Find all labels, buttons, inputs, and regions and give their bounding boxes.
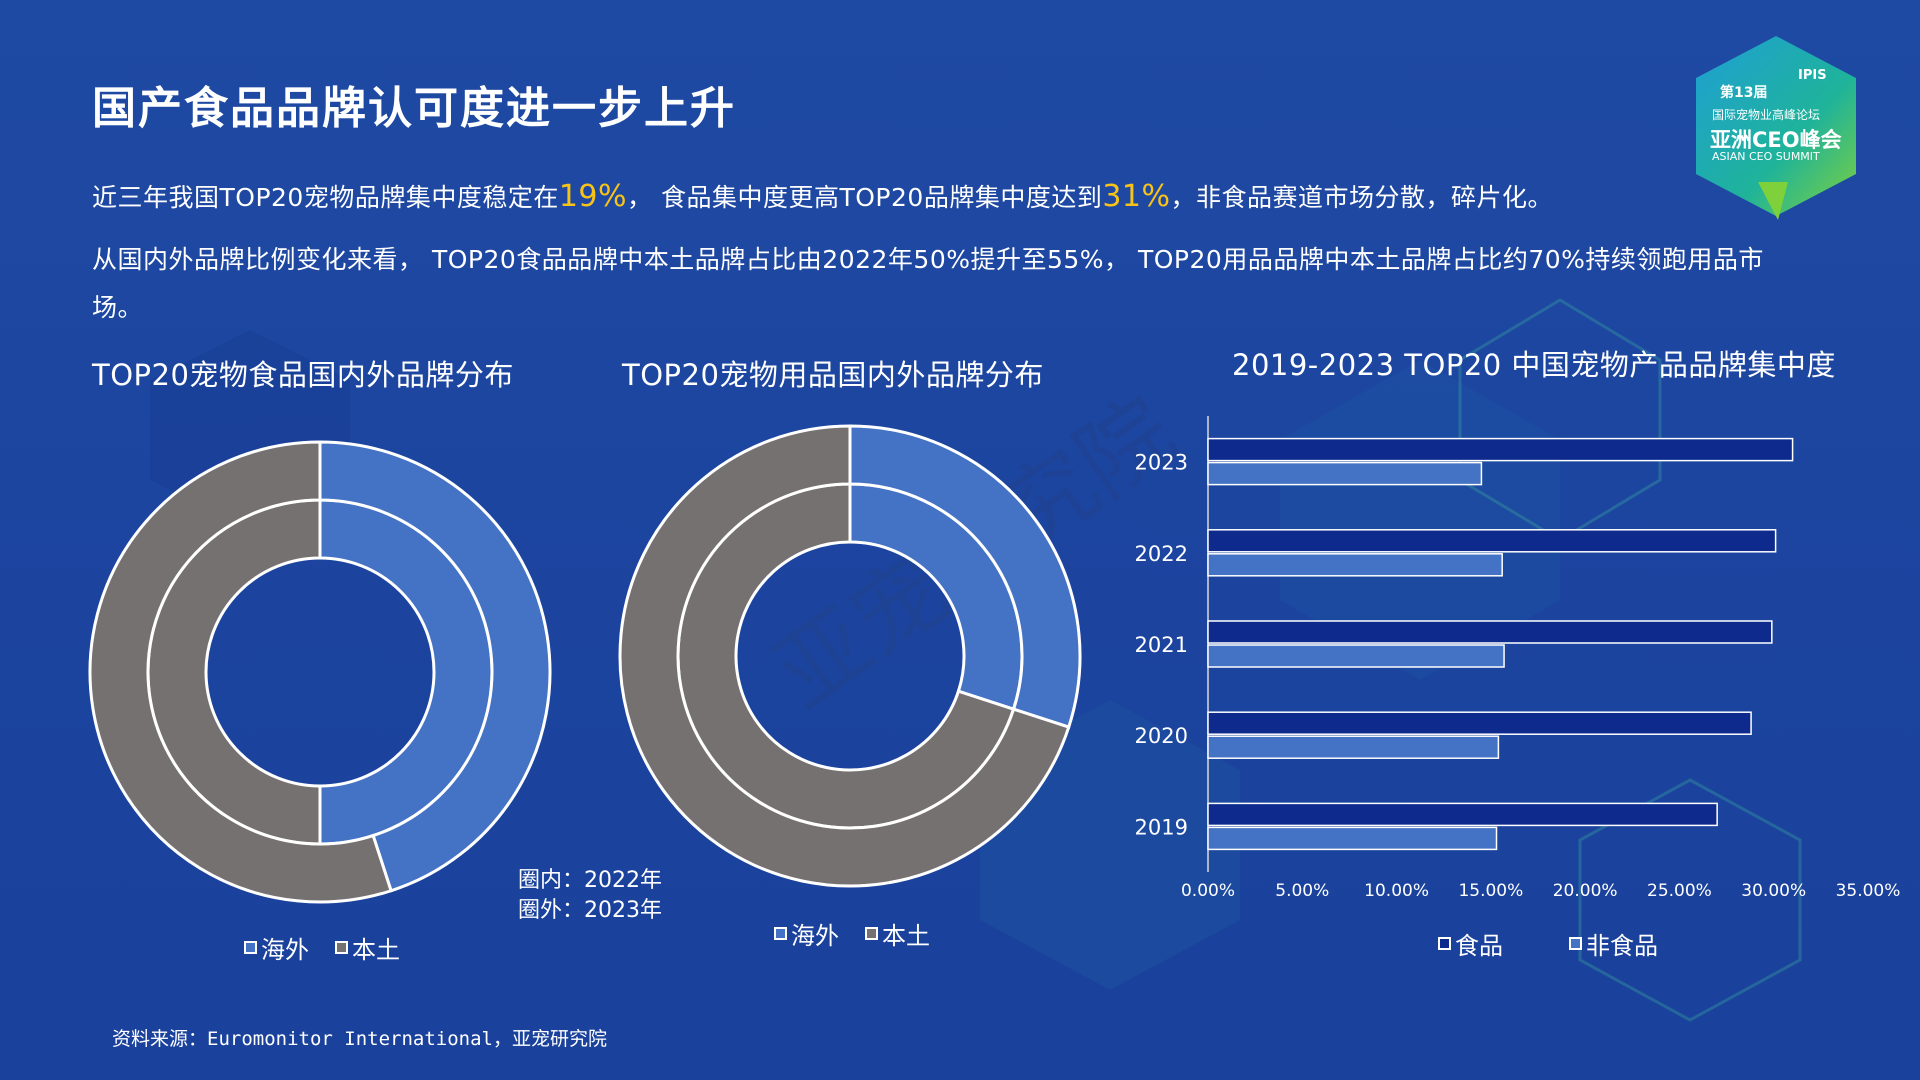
x-tick-label: 30.00%: [1741, 881, 1806, 901]
x-tick-label: 20.00%: [1553, 881, 1618, 901]
x-tick-label: 25.00%: [1647, 881, 1712, 901]
legend-label-domestic: 本土: [352, 936, 400, 964]
slice-2023年-本土: [88, 440, 393, 904]
highlight-31: 31%: [1102, 179, 1171, 214]
legend-swatch-overseas: [774, 927, 787, 940]
x-tick-label: 0.00%: [1181, 881, 1235, 901]
legend-food: 海外 本土: [244, 930, 400, 965]
logo-brand: IPIS: [1798, 68, 1827, 83]
summary-line-3: 场。: [92, 293, 144, 322]
bar-2023-食品: [1207, 437, 1794, 462]
bar-2022-食品: [1207, 529, 1777, 553]
legend-item-overseas: 海外: [774, 916, 839, 951]
logo-edition: 第13届: [1720, 85, 1768, 101]
x-tick-label: 5.00%: [1275, 881, 1329, 901]
legend-concentration: 食品 非食品: [1438, 926, 1658, 961]
summary-text-c: ，非食品赛道市场分散，碎片化。: [1170, 183, 1554, 212]
y-tick-label: 2020: [1135, 724, 1188, 748]
legend-swatch-food: [1438, 937, 1451, 950]
legend-item-overseas: 海外: [244, 930, 309, 965]
legend-swatch-nonfood: [1569, 937, 1582, 950]
bar-2020-食品: [1207, 711, 1752, 735]
slice-2023年-海外: [848, 424, 1082, 729]
chart-title-food: TOP20宠物食品国内外品牌分布: [92, 358, 514, 392]
legend-item-nonfood: 非食品: [1569, 926, 1658, 961]
legend-swatch-domestic: [335, 941, 348, 954]
legend-label-nonfood: 非食品: [1586, 932, 1658, 960]
summary-line-1: 近三年我国TOP20宠物品牌集中度稳定在19%， 食品集中度更高TOP20品牌集…: [92, 178, 1553, 214]
logo-hexagon-icon: [1696, 36, 1856, 220]
note-outer-ring: 圈外：2023年: [518, 898, 662, 923]
y-tick-label: 2021: [1135, 633, 1188, 657]
summit-logo: IPIS 第13届 国际宠物业高峰论坛 亚洲CEO峰会 ASIAN CEO SU…: [1688, 32, 1864, 222]
note-inner-ring: 圈内：2022年: [518, 868, 662, 893]
legend-label-overseas: 海外: [791, 922, 839, 950]
page-title: 国产食品品牌认可度进一步上升: [92, 83, 736, 134]
logo-line3: ASIAN CEO SUMMIT: [1712, 150, 1820, 163]
bar-2022-非食品: [1207, 553, 1503, 577]
legend-label-overseas: 海外: [261, 936, 309, 964]
x-tick-label: 35.00%: [1836, 881, 1901, 901]
y-tick-label: 2023: [1135, 451, 1188, 475]
highlight-19: 19%: [558, 179, 628, 214]
bar-2023-非食品: [1207, 461, 1483, 486]
x-tick-label: 15.00%: [1458, 881, 1523, 901]
chart-title-supplies: TOP20宠物用品国内外品牌分布: [622, 358, 1044, 392]
y-tick-label: 2019: [1135, 815, 1188, 839]
summary-text-a: 近三年我国TOP20宠物品牌集中度稳定在: [92, 183, 559, 212]
summary-line-2: 从国内外品牌比例变化来看， TOP20食品品牌中本土品牌占比由2022年50%提…: [92, 245, 1764, 274]
bar-2019-食品: [1207, 802, 1718, 827]
legend-swatch-overseas: [244, 941, 257, 954]
y-tick-label: 2022: [1135, 542, 1188, 566]
chart-title-concentration: 2019-2023 TOP20 中国宠物产品品牌集中度: [1232, 348, 1836, 382]
legend-label-domestic: 本土: [882, 922, 930, 950]
logo-line2: 亚洲CEO峰会: [1710, 128, 1842, 152]
bar-2021-非食品: [1207, 644, 1505, 668]
summary-text-b: ， 食品集中度更高TOP20品牌集中度达到: [627, 183, 1103, 212]
logo-line1: 国际宠物业高峰论坛: [1712, 108, 1821, 122]
bar-2020-非食品: [1207, 735, 1500, 759]
x-tick-label: 10.00%: [1364, 881, 1429, 901]
legend-item-domestic: 本土: [865, 916, 930, 951]
legend-item-food: 食品: [1438, 926, 1503, 961]
bar-2019-非食品: [1207, 826, 1498, 851]
bar-2021-食品: [1207, 620, 1773, 644]
legend-label-food: 食品: [1455, 932, 1503, 960]
slice-2023年-本土: [618, 424, 1071, 888]
slice-2023年-海外: [318, 440, 552, 893]
legend-swatch-domestic: [865, 927, 878, 940]
legend-item-domestic: 本土: [335, 930, 400, 965]
source-note: 资料来源：Euromonitor International，亚宠研究院: [112, 1028, 607, 1050]
legend-supplies: 海外 本土: [774, 916, 930, 951]
